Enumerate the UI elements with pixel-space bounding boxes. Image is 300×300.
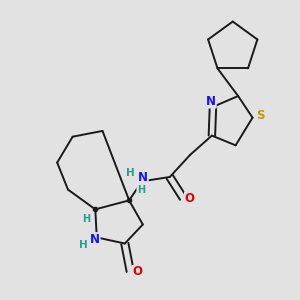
Text: S: S [256, 109, 265, 122]
Text: H: H [126, 168, 135, 178]
Text: H: H [137, 184, 145, 195]
Text: N: N [206, 95, 216, 108]
Text: N: N [90, 233, 100, 246]
Text: O: O [132, 266, 142, 278]
Text: H: H [79, 240, 88, 250]
Text: O: O [184, 192, 195, 205]
Text: N: N [138, 171, 148, 184]
Text: H: H [82, 214, 90, 224]
